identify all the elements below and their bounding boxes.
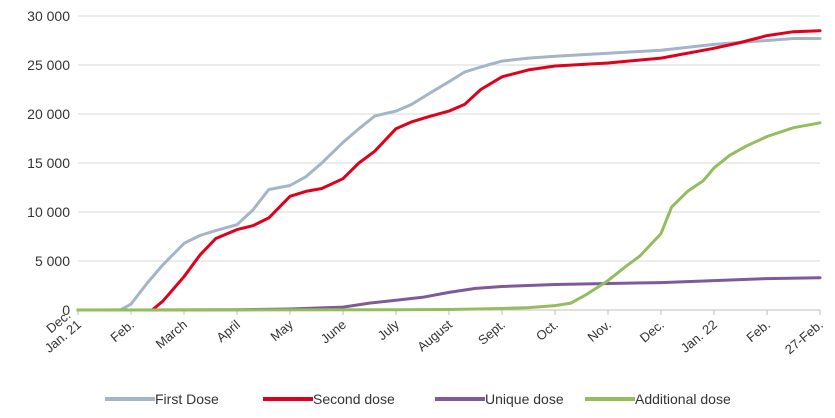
y-tick-label: 5 000 <box>35 253 70 269</box>
x-tick-label: Sept. <box>475 317 508 348</box>
x-tick-label: August <box>414 317 455 355</box>
x-tick-label: April <box>213 317 243 345</box>
y-tick-label: 0 <box>62 302 70 318</box>
y-tick-label: 15 000 <box>27 155 70 171</box>
y-tick-label: 25 000 <box>27 57 70 73</box>
x-tick-label-line: Dec. <box>637 317 667 346</box>
series-line-1 <box>76 29 822 312</box>
x-tick-label-line: July <box>375 316 403 343</box>
legend-label: First Dose <box>155 391 219 407</box>
x-tick-label: Oct. <box>533 317 561 344</box>
series-line-0 <box>76 37 822 312</box>
x-tick-label: Nov. <box>585 317 614 345</box>
gridlines <box>78 15 820 311</box>
x-tick-label-line: Nov. <box>585 317 614 345</box>
x-tick-label: Jan. 22 <box>678 317 720 356</box>
y-tick-label: 10 000 <box>27 204 70 220</box>
legend: First Dose Second dose Unique dose Addition… <box>105 391 731 407</box>
x-tick-label-line: 27-Feb. <box>782 317 826 357</box>
x-tick-label: June <box>318 317 349 347</box>
series-line-3 <box>76 121 822 312</box>
x-tick-label: 27-Feb. <box>782 317 826 357</box>
series-line-2 <box>76 276 822 312</box>
x-tick-label-line: June <box>318 317 349 347</box>
x-tick-label: Dec.Jan. 21 <box>33 306 84 356</box>
x-axis: Dec.Jan. 21 Feb. March April May June July Augu… <box>33 306 826 357</box>
x-tick-label: March <box>153 317 190 352</box>
series-lines <box>76 29 822 312</box>
x-tick-label-line: March <box>153 317 190 352</box>
x-tick-label: Dec. <box>637 317 667 346</box>
y-tick-label: 20 000 <box>27 106 70 122</box>
legend-label: Second dose <box>313 391 395 407</box>
x-tick-label-line: Oct. <box>533 317 561 344</box>
x-tick-label-line: April <box>213 317 243 345</box>
legend-label: Additional dose <box>635 391 731 407</box>
x-tick-label: July <box>375 316 403 343</box>
x-tick-label-line: Feb. <box>107 317 137 345</box>
y-tick-label: 30 000 <box>27 8 70 24</box>
x-tick-label: May <box>267 316 296 344</box>
x-tick-label-line: Sept. <box>475 317 508 348</box>
x-tick-label: Feb. <box>743 317 773 345</box>
x-tick-label-line: Jan. 22 <box>678 317 720 356</box>
x-tick-label: Feb. <box>107 317 137 345</box>
x-tick-label-line: May <box>267 316 296 344</box>
x-tick-label-line: Feb. <box>743 317 773 345</box>
legend-label: Unique dose <box>485 391 564 407</box>
x-tick-label-line: August <box>414 317 455 355</box>
y-axis: 0 5 000 10 000 15 000 20 000 25 000 30 000 <box>27 8 70 318</box>
